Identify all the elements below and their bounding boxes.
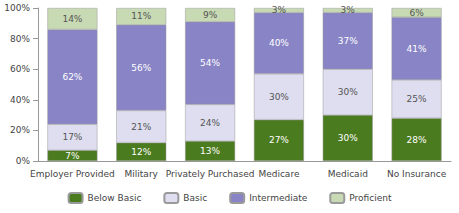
svg-text:100%: 100% — [4, 3, 30, 13]
svg-text:6%: 6% — [409, 8, 424, 18]
svg-text:40%: 40% — [269, 38, 289, 48]
svg-text:56%: 56% — [131, 63, 151, 73]
svg-text:20%: 20% — [10, 125, 30, 135]
svg-text:40%: 40% — [10, 95, 30, 105]
svg-text:3%: 3% — [272, 5, 287, 15]
svg-text:0%: 0% — [16, 156, 31, 166]
svg-text:60%: 60% — [10, 64, 30, 74]
svg-text:28%: 28% — [407, 135, 427, 145]
svg-text:54%: 54% — [200, 58, 220, 68]
svg-text:Military: Military — [125, 169, 159, 179]
svg-text:21%: 21% — [131, 122, 151, 132]
svg-text:30%: 30% — [269, 92, 289, 102]
svg-text:27%: 27% — [269, 135, 289, 145]
svg-text:80%: 80% — [10, 34, 30, 44]
svg-text:Intermediate: Intermediate — [249, 193, 308, 203]
svg-text:30%: 30% — [338, 87, 358, 97]
svg-text:Employer Provided: Employer Provided — [30, 169, 115, 179]
svg-text:Basic: Basic — [183, 193, 207, 203]
svg-text:17%: 17% — [62, 132, 82, 142]
svg-text:37%: 37% — [338, 36, 358, 46]
svg-text:11%: 11% — [131, 11, 151, 21]
svg-text:Privately Purchased: Privately Purchased — [166, 169, 255, 179]
svg-text:Below Basic: Below Basic — [88, 193, 142, 203]
svg-text:13%: 13% — [200, 146, 220, 156]
svg-text:30%: 30% — [338, 133, 358, 143]
svg-text:Proficient: Proficient — [349, 193, 392, 203]
svg-text:Medicare: Medicare — [258, 169, 299, 179]
svg-text:14%: 14% — [62, 14, 82, 24]
svg-text:3%: 3% — [341, 5, 356, 15]
svg-text:24%: 24% — [200, 118, 220, 128]
svg-text:No Insurance: No Insurance — [387, 169, 447, 179]
svg-text:25%: 25% — [407, 94, 427, 104]
svg-text:41%: 41% — [407, 44, 427, 54]
svg-text:Medicaid: Medicaid — [328, 169, 368, 179]
svg-text:9%: 9% — [203, 10, 218, 20]
svg-text:12%: 12% — [131, 147, 151, 157]
svg-text:7%: 7% — [65, 151, 80, 161]
svg-text:62%: 62% — [62, 72, 82, 82]
